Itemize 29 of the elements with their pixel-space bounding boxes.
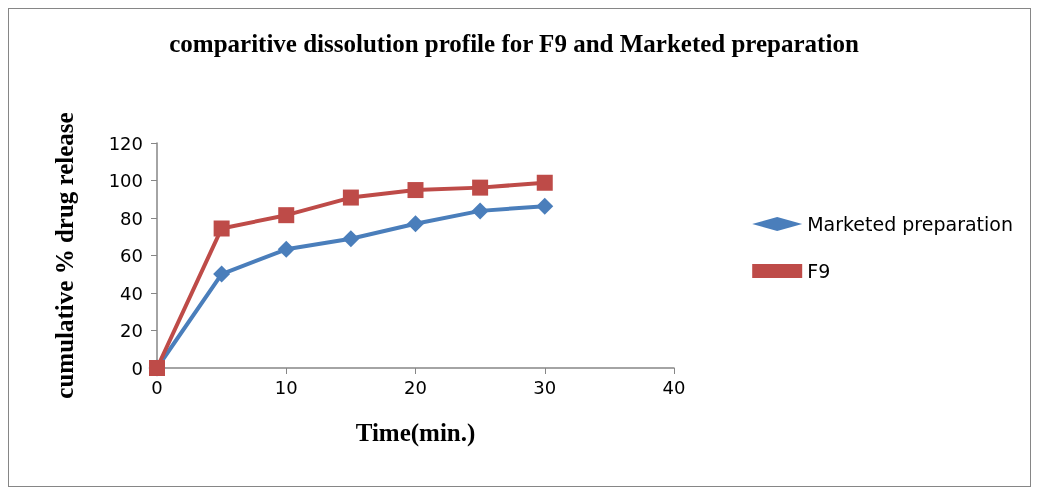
point (342, 189, 359, 206)
y-axis-title: cumulative % drug release (51, 112, 78, 399)
y-tick-label: 40 (120, 282, 143, 304)
x-tick-label: 30 (533, 376, 557, 398)
point (342, 230, 360, 248)
point (277, 240, 295, 258)
legend-label: F9 (807, 260, 831, 282)
x-tick-label: 20 (404, 376, 427, 398)
y-tick-label: 0 (131, 357, 143, 379)
point (536, 197, 554, 215)
legend-label: Marketed preparation (807, 213, 1014, 235)
point (407, 182, 424, 199)
point (471, 202, 489, 220)
point (278, 207, 295, 224)
x-tick-label: 10 (274, 376, 298, 398)
y-tick-label: 120 (108, 132, 143, 154)
y-tick-label: 20 (120, 320, 143, 341)
x-tick-label: 0 (151, 376, 163, 398)
y-tick-label: 60 (120, 245, 143, 266)
point (407, 215, 424, 233)
y-tick-label: 80 (120, 207, 143, 229)
point (213, 220, 230, 237)
x-tick-label: 40 (662, 376, 686, 398)
chart-title: comparitive dissolution profile for F9 and Marketed preparation (169, 29, 859, 57)
point (213, 265, 231, 283)
y-tick-label: 100 (108, 170, 143, 191)
point (536, 174, 553, 191)
point (472, 179, 489, 196)
x-axis-title: Time(min.) (355, 419, 476, 447)
